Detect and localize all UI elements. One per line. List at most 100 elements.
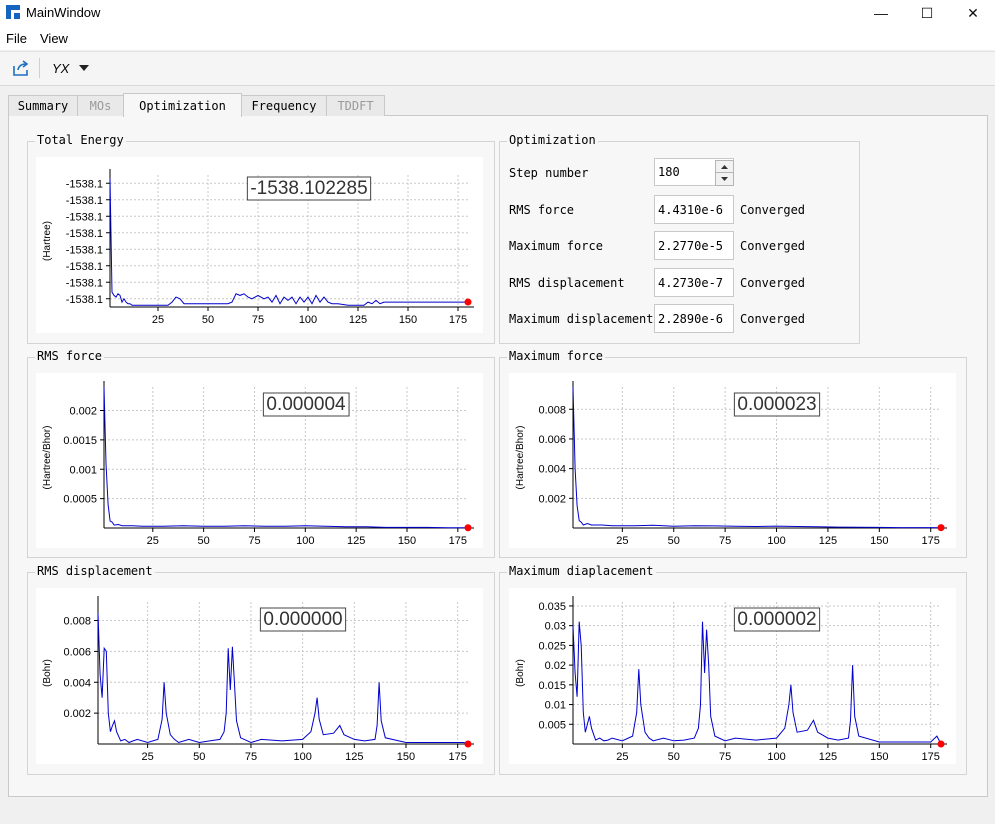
x-tick-label: 25 (147, 535, 159, 547)
menu-bar (0, 26, 995, 50)
x-tick-label: 25 (152, 314, 164, 326)
x-tick-label: 175 (922, 751, 940, 763)
x-tick-label: 125 (347, 535, 365, 547)
app-icon (6, 5, 20, 19)
maximize-button[interactable]: ☐ (920, 4, 934, 21)
current-value-box (262, 392, 350, 417)
window-title: MainWindow (26, 5, 101, 20)
x-tick-label: 150 (870, 751, 888, 763)
arrow-up-icon (721, 165, 728, 169)
x-tick-label: 25 (141, 751, 153, 763)
x-tick-label: 175 (448, 751, 466, 763)
y-tick-label: 0.008 (63, 616, 91, 628)
y-tick-label: 0.03 (545, 621, 566, 633)
menu-view[interactable]: View (40, 31, 68, 46)
y-tick-label: -1538.1 (66, 211, 103, 223)
maximum-force-field[interactable]: 2.2770e-5 (654, 231, 734, 260)
rms-displacement-field[interactable]: 4.2730e-7 (654, 268, 734, 297)
y-tick-label: -1538.1 (66, 178, 103, 190)
rms-force-field[interactable]: 4.4310e-6 (654, 195, 734, 224)
x-tick-label: 50 (202, 314, 214, 326)
current-point-marker (464, 524, 472, 532)
x-tick-label: 50 (198, 535, 210, 547)
series-line (97, 612, 469, 745)
current-point-marker (937, 524, 945, 532)
series-line (572, 386, 942, 529)
rms-force-chart-title: RMS force (35, 349, 105, 363)
tab-mos[interactable]: MOs (77, 95, 124, 116)
current-value-label: -1538.102285 (250, 178, 367, 199)
maximum-displacement-chart: 0.005 0.01 0.015 0.02 0.025 0.03 0.035 25 50 75 10… (509, 588, 956, 764)
y-tick-label: 0.004 (538, 464, 566, 476)
arrow-down-icon (721, 177, 728, 181)
tab-tddft[interactable]: TDDFT (326, 95, 385, 116)
y-tick-label: 0.0015 (63, 435, 97, 447)
y-tick-label: -1538.1 (66, 294, 103, 306)
current-value-box (733, 392, 821, 417)
toolbar (0, 51, 995, 86)
total-energy-chart: -1538.1 -1538.1 -1538.1 -1538.1 -1538.1 -1538… (36, 157, 483, 333)
minimize-button[interactable]: — (874, 5, 888, 21)
y-axis-label: (Bohr) (515, 659, 526, 687)
series-line (109, 178, 468, 306)
current-point-marker (464, 298, 472, 306)
step-down-button[interactable] (715, 172, 734, 186)
y-tick-label: 0.008 (538, 404, 566, 416)
y-tick-label: -1538.1 (66, 195, 103, 207)
maximum-force-chart: 0.002 0.004 0.006 0.008 25 50 75 100 125 150 175 (H… (509, 373, 956, 548)
current-value-box (733, 607, 821, 632)
tab-optimization[interactable]: Optimization (123, 93, 242, 117)
x-tick-label: 25 (616, 751, 628, 763)
series-line (103, 386, 469, 529)
rms-displacement-status: Converged (740, 276, 806, 290)
x-tick-label: 75 (719, 751, 731, 763)
maximum-displacement-field[interactable]: 2.2890e-6 (654, 304, 734, 333)
axis-combo[interactable]: YX (46, 57, 90, 79)
current-point-marker (937, 740, 945, 748)
current-value-label: 0.000004 (266, 394, 346, 415)
y-axis-label: (Hartree/Bhor) (515, 426, 526, 490)
x-tick-label: 175 (449, 314, 467, 326)
x-tick-label: 25 (616, 535, 628, 547)
rms-displacement-chart-title: RMS displacement (35, 564, 155, 578)
x-tick-label: 150 (397, 751, 415, 763)
current-value-label: 0.000023 (737, 394, 816, 415)
y-tick-label: 0.025 (538, 640, 566, 652)
x-tick-label: 150 (398, 535, 416, 547)
x-tick-label: 125 (349, 314, 367, 326)
y-tick-label: 0.01 (545, 700, 566, 712)
y-tick-label: 0.001 (69, 464, 97, 476)
x-tick-label: 75 (252, 314, 264, 326)
maximum-force-chart-title: Maximum force (507, 349, 605, 363)
x-tick-label: 100 (293, 751, 311, 763)
y-tick-label: -1538.1 (66, 277, 103, 289)
y-tick-label: 0.005 (538, 719, 566, 731)
y-tick-label: 0.015 (538, 680, 566, 692)
x-tick-label: 75 (248, 535, 260, 547)
y-axis-label: (Bohr) (42, 659, 53, 687)
tab-summary[interactable]: Summary (8, 95, 78, 116)
maximum-force-label: Maximum force (509, 239, 603, 253)
x-tick-label: 100 (767, 751, 785, 763)
menu-file[interactable]: File (6, 31, 27, 46)
x-tick-label: 150 (870, 535, 888, 547)
x-tick-label: 50 (193, 751, 205, 763)
export-button[interactable] (11, 58, 31, 78)
rms-force-status: Converged (740, 203, 806, 217)
maximum-force-status: Converged (740, 239, 806, 253)
rms-force-chart: 0.0005 0.001 0.0015 0.002 25 50 75 100 125 150 175… (36, 373, 483, 548)
tab-frequency[interactable]: Frequency (241, 95, 327, 116)
x-tick-label: 50 (668, 535, 680, 547)
x-tick-label: 150 (399, 314, 417, 326)
x-tick-label: 100 (299, 314, 317, 326)
x-tick-label: 125 (819, 751, 837, 763)
maximum-displacement-chart-title: Maximum diaplacement (507, 564, 656, 578)
total-energy-title: Total Energy (35, 133, 126, 147)
close-button[interactable]: ✕ (967, 4, 979, 21)
y-tick-label: -1538.1 (66, 228, 103, 240)
toolbar-separator (39, 58, 40, 78)
x-tick-label: 100 (767, 535, 785, 547)
y-tick-label: 0.006 (63, 646, 91, 658)
series-line (572, 621, 942, 745)
rms-force-label: RMS force (509, 203, 575, 217)
